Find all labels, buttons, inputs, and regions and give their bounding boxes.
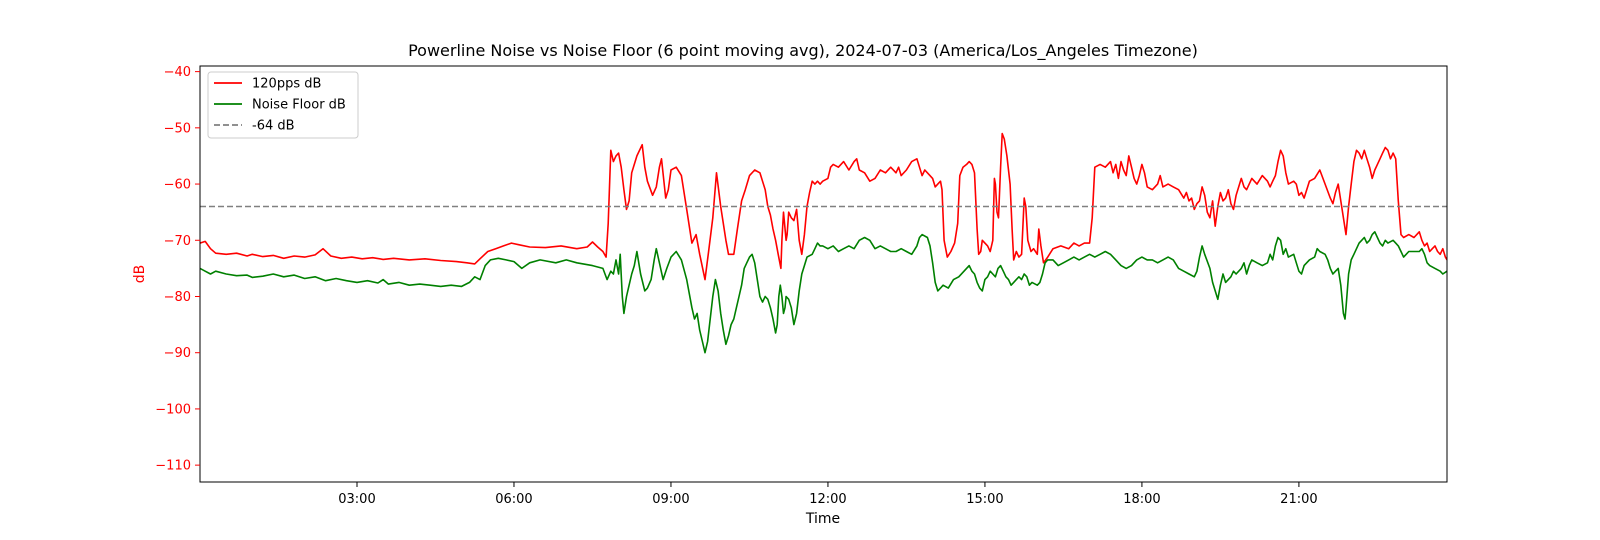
legend: 120pps dB Noise Floor dB -64 dB — [207, 71, 359, 139]
x-axis: 03:00 06:00 09:00 12:00 15:00 18:00 21:00 — [338, 482, 1318, 507]
y-tick-label: −110 — [155, 459, 191, 474]
plot-frame — [199, 65, 1448, 483]
y-tick-label: −90 — [164, 346, 191, 361]
legend-label-3: -64 dB — [252, 119, 295, 134]
series-layer — [200, 132, 1447, 354]
chart-title: Powerline Noise vs Noise Floor (6 point … — [408, 41, 1198, 61]
y-tick-label: −80 — [164, 290, 191, 305]
series-line-2 — [200, 231, 1447, 354]
y-axis: −40 −50 −60 −70 −80 −90 −100 −110 — [155, 65, 200, 474]
x-tick-label: 15:00 — [966, 492, 1003, 507]
y-tick-label: −100 — [155, 402, 191, 417]
x-tick-label: 09:00 — [652, 492, 689, 507]
legend-label-2: Noise Floor dB — [252, 98, 346, 113]
y-tick-label: −60 — [164, 178, 191, 193]
legend-box — [207, 71, 359, 139]
x-tick-label: 06:00 — [495, 492, 532, 507]
x-tick-label: 21:00 — [1280, 492, 1317, 507]
x-tick-label: 03:00 — [338, 492, 375, 507]
series-line-1 — [200, 132, 1447, 281]
y-tick-label: −40 — [164, 65, 191, 80]
y-tick-label: −50 — [164, 121, 191, 136]
y-axis-label: dB — [132, 265, 148, 284]
x-tick-label: 18:00 — [1123, 492, 1160, 507]
plot-area — [199, 65, 1448, 483]
x-axis-label: Time — [805, 511, 840, 527]
x-tick-label: 12:00 — [809, 492, 846, 507]
legend-label-1: 120pps dB — [252, 77, 321, 92]
y-tick-label: −70 — [164, 234, 191, 249]
